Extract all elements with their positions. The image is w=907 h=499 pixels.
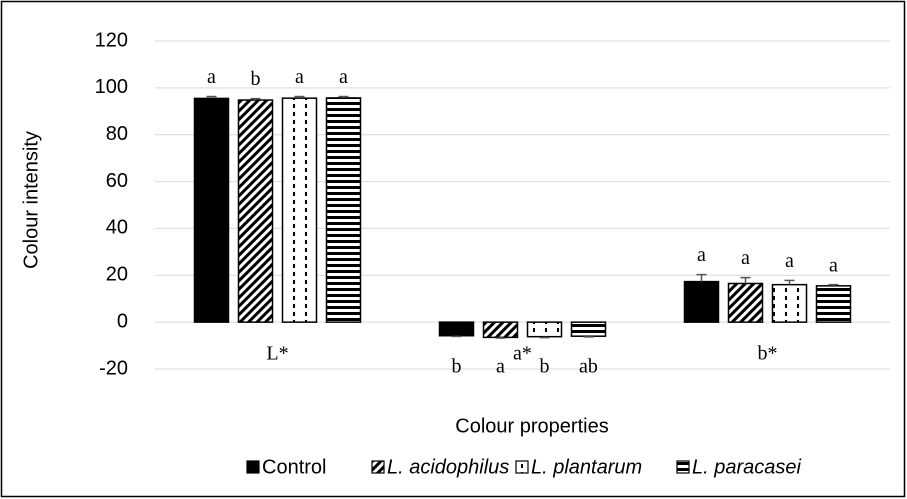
y-tick-label: 0: [117, 310, 128, 332]
legend-swatch: [515, 460, 529, 474]
legend-swatch: [676, 460, 690, 474]
bar: [482, 321, 519, 339]
significance-letter: a: [339, 66, 348, 88]
legend-label: L. plantarum: [531, 456, 642, 478]
bar: [438, 321, 475, 337]
error-bar: [294, 95, 305, 99]
legend-swatch: [246, 460, 260, 474]
error-bar: [828, 283, 839, 286]
bar: [237, 99, 274, 323]
y-tick-label: 80: [106, 123, 128, 145]
y-tick-label: 100: [95, 76, 128, 98]
legend-label: L. acidophilus: [387, 456, 509, 478]
x-tick-label: L*: [266, 343, 288, 365]
significance-letter: a: [207, 66, 216, 88]
error-bar: [495, 337, 506, 339]
legend-swatch: [371, 460, 385, 474]
y-tick-label: 20: [106, 264, 128, 286]
bar: [526, 321, 563, 338]
error-bar: [583, 336, 594, 338]
legend-label: Control: [262, 456, 326, 478]
x-tick-label: a*: [513, 343, 532, 365]
error-bar: [451, 335, 462, 338]
bar: [570, 321, 607, 337]
significance-letter: b: [540, 356, 550, 378]
error-bar: [206, 95, 217, 99]
error-bar: [696, 273, 707, 282]
y-axis-title: Colour intensity: [20, 131, 42, 269]
bar: [193, 97, 230, 323]
y-tick-label: 60: [106, 170, 128, 192]
significance-letter: a: [697, 244, 706, 266]
bar: [815, 285, 852, 323]
significance-letter: b: [452, 356, 462, 378]
bar: [727, 282, 764, 323]
significance-letter: a: [785, 250, 794, 272]
significance-letter: ab: [579, 356, 598, 378]
error-bar: [338, 95, 349, 98]
bar: [281, 97, 318, 323]
bar: [683, 280, 720, 323]
error-bar: [539, 336, 550, 339]
error-bar: [784, 279, 795, 285]
significance-letter: a: [829, 254, 838, 276]
significance-letter: a: [741, 247, 750, 269]
y-tick-label: 40: [106, 217, 128, 239]
significance-letter: a: [496, 356, 505, 378]
y-tick-label: -20: [99, 357, 128, 379]
significance-letter: a: [295, 66, 304, 88]
x-axis-title: Colour properties: [455, 415, 608, 437]
legend-label: L. paracasei: [692, 456, 802, 478]
bar: [771, 283, 808, 323]
y-tick-label: 120: [95, 29, 128, 51]
error-bar: [740, 276, 751, 284]
error-bar: [250, 97, 261, 101]
x-tick-label: b*: [758, 343, 778, 365]
significance-letter: b: [251, 68, 261, 90]
bar: [325, 97, 362, 323]
